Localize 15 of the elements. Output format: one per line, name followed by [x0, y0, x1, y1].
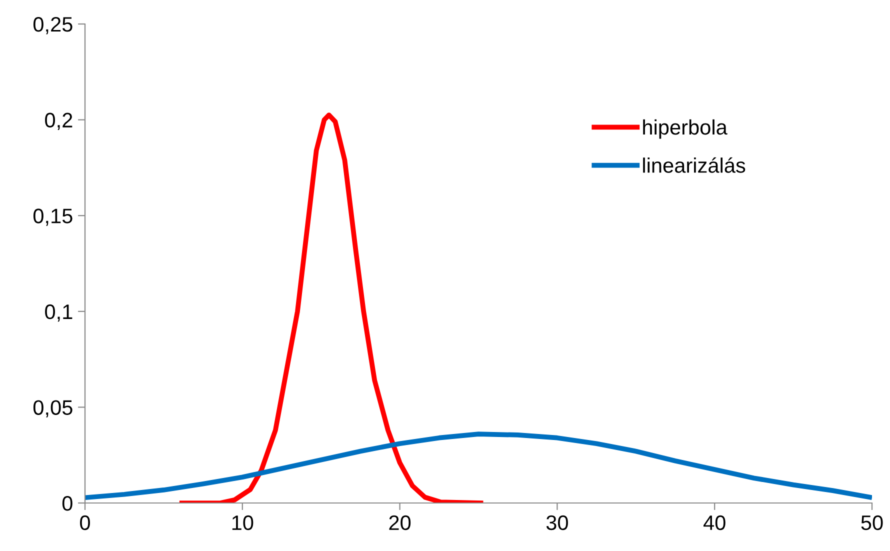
y-tick-label: 0,2 [45, 112, 72, 130]
line-series [85, 432, 872, 500]
x-tick-label: 10 [232, 515, 254, 530]
y-tick-label: 0,25 [33, 17, 72, 34]
x-tick-label: 20 [389, 515, 411, 530]
x-tick-label: 0 [80, 515, 90, 530]
legend-label: linearizálás [643, 157, 746, 173]
x-tick-label: 40 [703, 515, 726, 530]
y-tick-label: 0,05 [33, 400, 72, 418]
x-tick-label: 50 [861, 515, 883, 530]
y-tick-label: 0,15 [33, 208, 72, 226]
y-tick-label: 0,1 [45, 304, 72, 322]
legend-label: hiperbola [643, 119, 728, 139]
y-tick-label: 0 [62, 496, 72, 511]
x-tick-label: 30 [546, 515, 568, 530]
